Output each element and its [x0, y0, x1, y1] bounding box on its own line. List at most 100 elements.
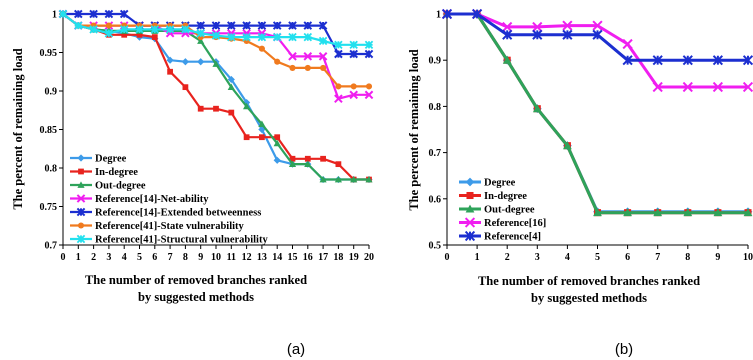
- chart-a-series-reference-14-extended-betweenness-point: [242, 21, 251, 30]
- chart-a-series-reference-14-net-ability-point: [349, 90, 359, 100]
- chart-b-series-reference-16-point: [682, 81, 693, 93]
- chart-a-series-reference-41-state-vulnerability-point: [320, 64, 327, 71]
- chart-b-legend-marker: [464, 230, 476, 242]
- chart-a-xlabel-line1: The number of removed branches ranked: [85, 273, 307, 287]
- chart-a-series-in-degree-point: [259, 134, 265, 141]
- chart-b-xtick-label: 1: [475, 252, 480, 263]
- chart-b-series-reference-16-point: [592, 20, 603, 31]
- chart-a-series-in-degree-point: [228, 109, 235, 116]
- chart-a-ytick-label: 0.75: [40, 202, 58, 213]
- chart-b-series-reference-4-point: [592, 29, 603, 40]
- chart-a-ytick-label: 0.95: [40, 48, 58, 59]
- chart-a-series-degree-point: [181, 58, 189, 66]
- chart-a-xtick-label: 13: [257, 252, 267, 263]
- chart-a-series-out-degree-point: [227, 83, 235, 91]
- chart-a-series-reference-14-net-ability-point: [318, 52, 328, 61]
- chart-a-series-degree-point: [273, 156, 281, 164]
- chart-a-legend-item-out-degree: Out-degree: [70, 181, 146, 192]
- chart-b-legend-label: Reference[16]: [484, 218, 546, 229]
- chart-a-series-reference-41-structural-vulnerability-point: [89, 25, 98, 34]
- chart-b-ytick-label: 0.6: [429, 194, 442, 205]
- chart-a-legend-marker: [77, 222, 85, 229]
- chart-b-series-out-degree-point: [502, 55, 512, 64]
- chart-a-series-reference-14-extended-betweenness-point: [119, 9, 129, 19]
- chart-b-series-reference-4-point: [682, 55, 693, 66]
- chart-b-series-reference-16-point: [622, 38, 633, 50]
- chart-b-ylabel: The percent of remaining load: [407, 49, 421, 210]
- chart-b-xtick-label: 4: [565, 252, 570, 263]
- chart-a-series-reference-41-structural-vulnerability-point: [272, 32, 282, 42]
- chart-a-series-reference-41-structural-vulnerability-point: [74, 21, 83, 30]
- chart-a-xlabel-line2: by suggested methods: [138, 290, 254, 304]
- chart-b-series-out-degree-point: [713, 208, 723, 217]
- chart-b-legend-item-reference-4: Reference[4]: [459, 230, 541, 243]
- chart-a-xtick-label: 10: [211, 252, 221, 263]
- chart-a-legend-label: Reference[41]-Structural vulnerability: [95, 235, 268, 246]
- chart-a-xtick-label: 16: [303, 252, 313, 263]
- chart-a-legend-label: Reference[14]-Net-ability: [95, 194, 209, 205]
- chart-b-series-out-degree-point: [623, 208, 632, 217]
- chart-a-series-reference-41-state-vulnerability-point: [365, 83, 373, 90]
- chart-a-xtick-label: 3: [106, 252, 111, 263]
- chart-b-series-reference-16: [441, 8, 753, 93]
- chart-a-series-reference-41-state-vulnerability-point: [105, 22, 112, 29]
- chart-a-series-degree-point: [227, 75, 235, 84]
- chart-a-series-reference-41-state-vulnerability-point: [258, 45, 265, 52]
- chart-b-ytick-label: 1: [436, 10, 441, 21]
- chart-a-series-out-degree-point: [212, 60, 220, 67]
- chart-a-series-reference-41-structural-vulnerability-point: [104, 29, 114, 38]
- chart-a-series-reference-41-structural-vulnerability-point: [288, 32, 297, 42]
- chart-a-legend-marker: [77, 154, 85, 162]
- chart-b-legend-label: Out-degree: [484, 205, 535, 216]
- chart-a-legend-marker: [78, 168, 84, 175]
- chart-b-series-reference-4-point: [502, 29, 513, 40]
- chart-a-xtick-label: 7: [168, 252, 173, 263]
- chart-a-xtick-label: 18: [333, 252, 343, 263]
- chart-a-series-reference-14-net-ability-point: [334, 94, 343, 104]
- chart-a-series-reference-14-extended-betweenness-point: [272, 21, 282, 30]
- chart-b-series-out-degree-point: [563, 141, 572, 150]
- chart-b-ytick-label: 0.9: [429, 56, 442, 67]
- chart-a-ytick-label: 1: [52, 10, 57, 21]
- chart-a-series-reference-14-net-ability-point: [364, 90, 374, 100]
- chart-a-series-reference-41-structural-vulnerability-point: [181, 25, 190, 34]
- chart-a-legend-item-reference-14-net-ability: Reference[14]-Net-ability: [70, 194, 209, 205]
- chart-a-xtick-label: 15: [288, 252, 298, 263]
- chart-b-legend-marker: [466, 191, 474, 200]
- chart-b-series-out-degree-point: [653, 208, 663, 217]
- chart-b-xtick-label: 2: [505, 252, 510, 263]
- chart-a-series-reference-14-net-ability-point: [303, 52, 313, 61]
- chart-a-series-in-degree-point: [151, 34, 158, 40]
- chart-a-ylabel: The percent of remaining load: [11, 48, 25, 209]
- chart-b-series-reference-16-point: [652, 81, 663, 93]
- chart-a-series-reference-14-extended-betweenness-point: [89, 9, 98, 19]
- chart-b-xtick-label: 7: [655, 252, 660, 263]
- chart-b-xlabel-line1: The number of removed branches ranked: [478, 274, 700, 288]
- chart-b-ytick-label: 0.7: [429, 148, 442, 159]
- chart-a-legend-item-reference-41-state-vulnerability: Reference[41]-State vulnerability: [70, 221, 245, 232]
- chart-a-series-reference-14-extended-betweenness-point: [73, 9, 83, 19]
- chart-a-xtick-label: 2: [91, 252, 96, 263]
- chart-a-series-in-degree-point: [213, 105, 219, 112]
- chart-a-series-reference-41-structural-vulnerability-point: [119, 25, 129, 34]
- chart-b-xtick-label: 6: [625, 252, 630, 263]
- chart-b-legend-label: In-degree: [484, 191, 527, 202]
- chart-a-legend-item-degree: Degree: [70, 154, 127, 165]
- chart-a-series-reference-41-structural-vulnerability-point: [242, 32, 251, 42]
- chart-a-series-in-degree-point: [197, 105, 204, 112]
- chart-a-series-reference-14-extended-betweenness-point: [349, 49, 359, 59]
- chart-a-series-out-degree-point: [304, 160, 312, 168]
- chart-a-series-in-degree-point: [121, 31, 128, 38]
- chart-a-legend-item-reference-41-structural-vulnerability: Reference[41]-Structural vulnerability: [70, 235, 268, 246]
- chart-a-xtick-label: 0: [61, 252, 66, 263]
- chart-b-caption: (b): [615, 341, 633, 358]
- chart-b-series-reference-16-point: [562, 20, 573, 31]
- chart-a-series-reference-41-structural-vulnerability-point: [58, 9, 68, 19]
- chart-a-series-out-degree-point: [319, 175, 327, 183]
- chart-a-legend-item-in-degree: In-degree: [70, 167, 138, 178]
- chart-a-series-reference-41-structural-vulnerability-point: [165, 25, 175, 34]
- chart-a-series-out-degree-point: [365, 175, 373, 183]
- chart-a-series-reference-14-extended-betweenness-point: [226, 21, 236, 30]
- chart-b-series-reference-4-point: [441, 8, 453, 20]
- chart-b-series-reference-16-point: [742, 81, 753, 93]
